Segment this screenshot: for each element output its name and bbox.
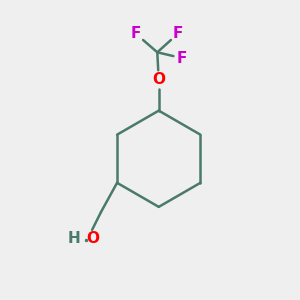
Text: F: F [173, 26, 184, 41]
Text: O: O [86, 231, 99, 246]
Text: F: F [177, 51, 187, 66]
Text: H: H [68, 231, 81, 246]
Text: F: F [130, 26, 141, 41]
Text: O: O [152, 73, 165, 88]
